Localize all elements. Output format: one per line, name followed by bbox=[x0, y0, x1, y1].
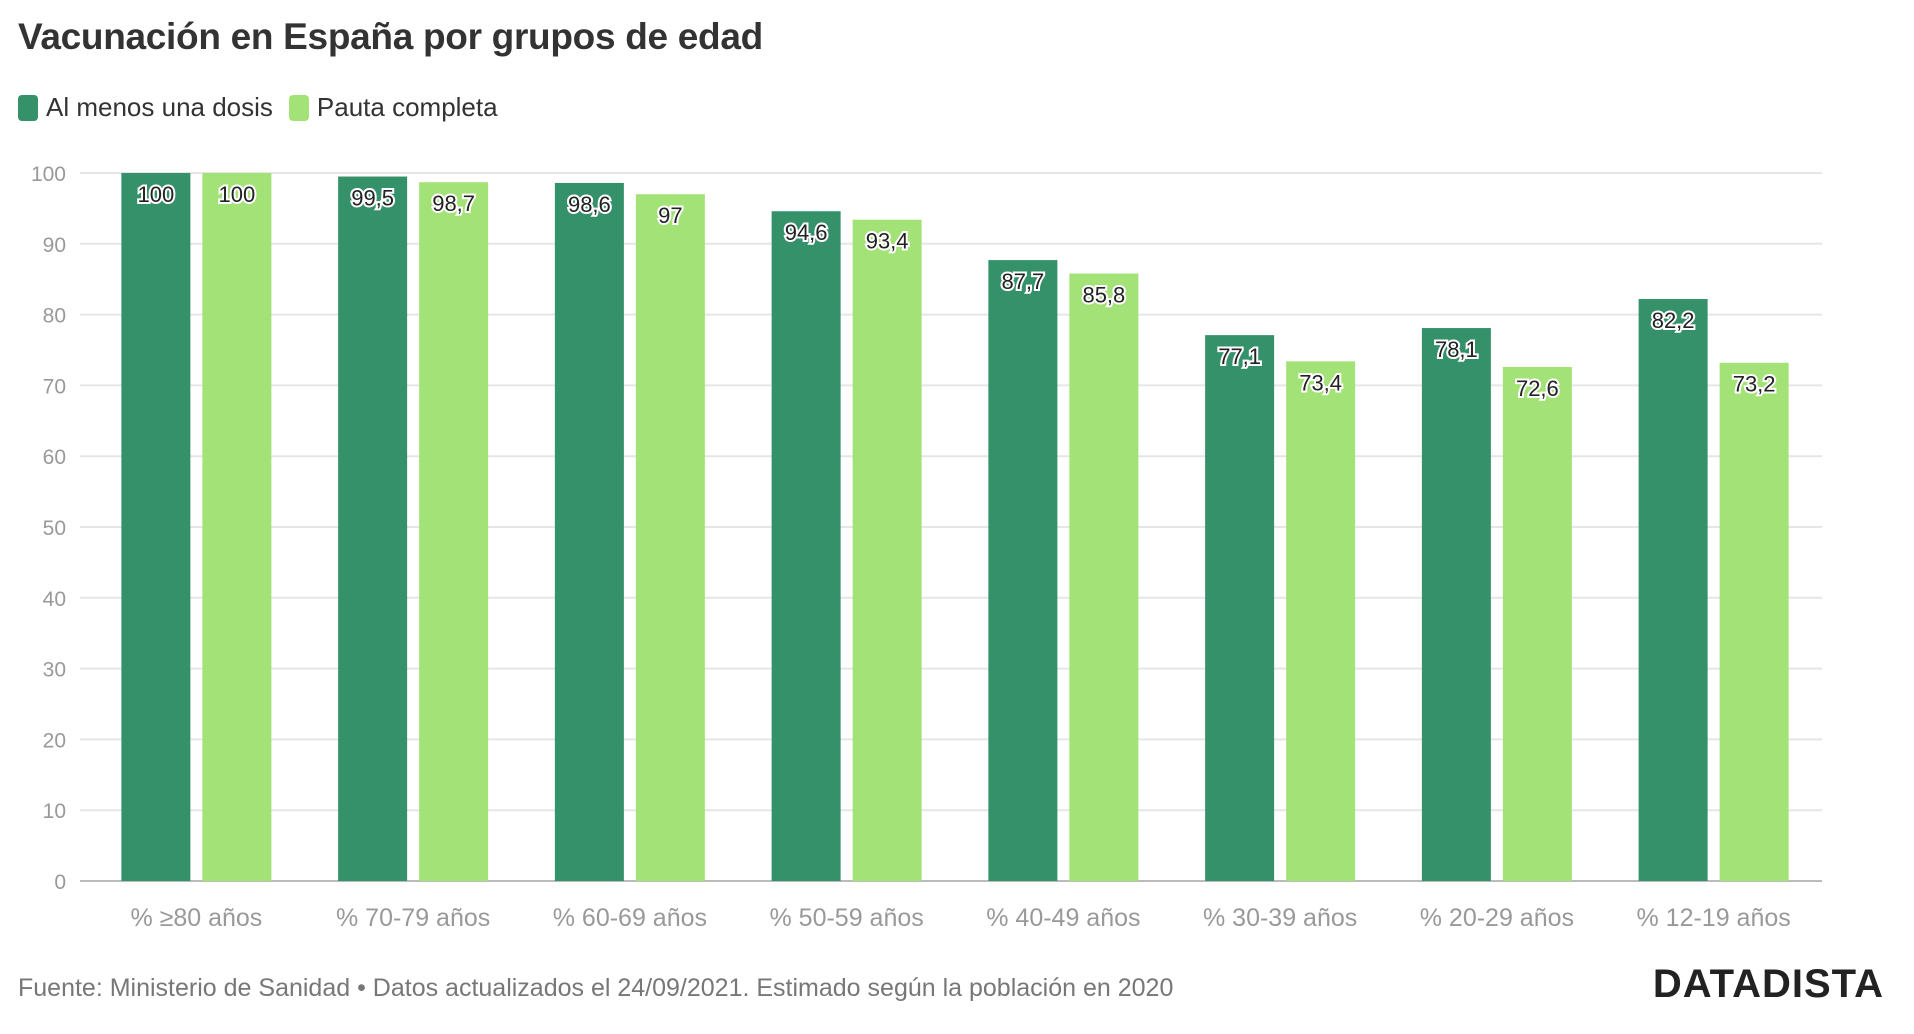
y-tick-label-30: 30 bbox=[43, 659, 66, 682]
data-label-full-schedule-4: 85,8 bbox=[1082, 283, 1125, 308]
y-tick-label-10: 10 bbox=[43, 800, 66, 823]
bar-first-dose-4 bbox=[988, 260, 1058, 881]
data-label-first-dose-0: 100 bbox=[138, 182, 175, 207]
x-tick-label-1: % 70-79 años bbox=[336, 904, 490, 932]
data-label-first-dose-5: 77,1 bbox=[1218, 344, 1261, 369]
brand-logo: DATADISTA bbox=[1652, 962, 1884, 1006]
data-label-full-schedule-3: 93,4 bbox=[866, 229, 909, 254]
data-label-full-schedule-7: 73,2 bbox=[1733, 372, 1776, 397]
legend-swatch-full-schedule bbox=[288, 94, 309, 121]
x-tick-label-7: % 12-19 años bbox=[1636, 904, 1790, 932]
bar-full-schedule-7 bbox=[1719, 362, 1789, 881]
bar-full-schedule-5 bbox=[1286, 361, 1356, 881]
bar-full-schedule-2 bbox=[635, 194, 705, 882]
bar-full-schedule-6 bbox=[1502, 366, 1572, 881]
bar-full-schedule-4 bbox=[1069, 273, 1139, 881]
y-tick-label-0: 0 bbox=[54, 871, 66, 894]
y-tick-label-100: 100 bbox=[31, 163, 66, 186]
legend-label-full-schedule: Pauta completa bbox=[316, 92, 498, 122]
bar-first-dose-6 bbox=[1421, 328, 1491, 881]
x-tick-label-3: % 50-59 años bbox=[769, 904, 923, 932]
x-tick-label-0: % ≥80 años bbox=[130, 904, 262, 932]
bar-full-schedule-3 bbox=[852, 219, 922, 881]
legend-label-first-dose: Al menos una dosis bbox=[46, 92, 273, 122]
data-label-full-schedule-0: 100 bbox=[219, 182, 256, 207]
legend: Al menos una dosis Pauta completa bbox=[18, 92, 498, 123]
y-tick-label-80: 80 bbox=[43, 305, 66, 328]
data-label-full-schedule-1: 98,7 bbox=[432, 191, 475, 216]
legend-swatch-first-dose bbox=[18, 94, 38, 121]
x-tick-label-2: % 60-69 años bbox=[553, 904, 707, 932]
data-label-full-schedule-6: 72,6 bbox=[1516, 376, 1559, 401]
bar-full-schedule-0 bbox=[202, 173, 272, 881]
x-tick-label-4: % 40-49 años bbox=[986, 904, 1140, 932]
bar-first-dose-1 bbox=[338, 176, 408, 882]
source-note: Fuente: Ministerio de Sanidad • Datos ac… bbox=[18, 974, 1174, 1002]
bar-chart: 0 10 20 30 40 50 60 70 80 90 100 100 100 % ≥80 años 99… bbox=[31, 163, 1822, 932]
data-label-full-schedule-5: 73,4 bbox=[1299, 370, 1342, 395]
bar-first-dose-7 bbox=[1638, 299, 1708, 881]
bar-first-dose-0 bbox=[121, 173, 191, 881]
y-tick-label-50: 50 bbox=[43, 517, 66, 540]
data-label-first-dose-3: 94,6 bbox=[785, 220, 828, 245]
data-label-first-dose-6: 78,1 bbox=[1435, 337, 1478, 362]
bar-first-dose-3 bbox=[771, 211, 841, 881]
bar-first-dose-2 bbox=[554, 182, 624, 882]
x-tick-label-5: % 30-39 años bbox=[1203, 904, 1357, 932]
y-tick-label-70: 70 bbox=[43, 375, 66, 398]
x-tick-label-6: % 20-29 años bbox=[1420, 904, 1574, 932]
data-label-full-schedule-2: 97 bbox=[658, 203, 682, 228]
bar-first-dose-5 bbox=[1205, 335, 1275, 881]
y-tick-label-20: 20 bbox=[43, 729, 66, 752]
chart-title: Vacunación en España por grupos de edad bbox=[18, 16, 763, 57]
data-label-first-dose-4: 87,7 bbox=[1001, 269, 1044, 294]
legend-item-first-dose: Al menos una dosis bbox=[18, 92, 273, 123]
legend-item-full-schedule: Pauta completa bbox=[288, 92, 498, 123]
data-label-first-dose-1: 99,5 bbox=[351, 186, 394, 211]
bar-full-schedule-1 bbox=[419, 182, 489, 882]
y-tick-label-90: 90 bbox=[43, 234, 66, 257]
data-label-first-dose-2: 98,6 bbox=[568, 192, 611, 217]
data-label-first-dose-7: 82,2 bbox=[1652, 308, 1695, 333]
y-tick-label-40: 40 bbox=[43, 588, 66, 611]
y-tick-label-60: 60 bbox=[43, 446, 66, 469]
